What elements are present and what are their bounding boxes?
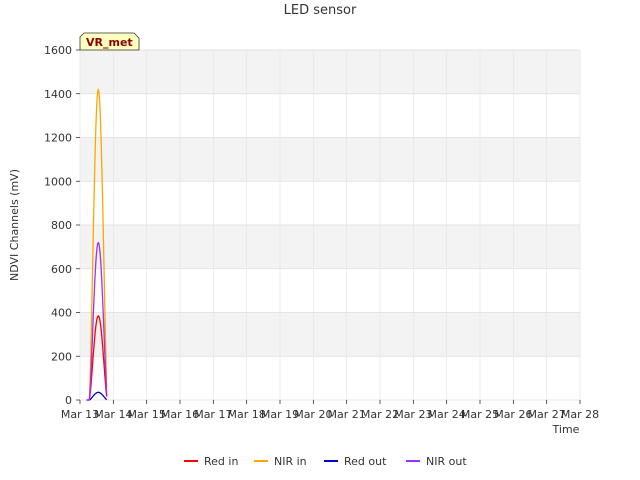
grid-lines [79, 49, 581, 401]
grid-band [80, 93, 580, 138]
grid-band [80, 137, 580, 182]
legend: Red in NIR in Red out NIR out [184, 455, 467, 468]
x-tick-label: Mar 28 [561, 408, 599, 421]
site-badge: VR_met [79, 32, 140, 51]
y-tick-label: 0 [65, 394, 72, 407]
badge-label: VR_met [86, 36, 133, 49]
series-line-red-in [86, 315, 108, 401]
y-tick-label: 1000 [44, 175, 72, 188]
x-tick-label: Mar 16 [161, 408, 199, 421]
y-tick-label: 600 [51, 263, 72, 276]
series-line-red-out [86, 391, 108, 401]
grid-band [80, 312, 580, 357]
x-tick-label: Mar 13 [61, 408, 99, 421]
x-tick-label: Mar 21 [328, 408, 366, 421]
y-tick-label: 800 [51, 219, 72, 232]
y-tick-label: 1200 [44, 132, 72, 145]
x-axis-title: Time [552, 423, 580, 436]
y-tick-label: 400 [51, 307, 72, 320]
x-tick-label: Mar 18 [228, 408, 266, 421]
y-tick-label: 200 [51, 350, 72, 363]
y-axis-title: NDVI Channels (mV) [8, 169, 21, 281]
x-tick-label: Mar 20 [294, 408, 332, 421]
series-layer [86, 88, 108, 401]
x-tick-label: Mar 14 [94, 408, 132, 421]
x-tick-label: Mar 15 [128, 408, 166, 421]
series-line-nir-out [86, 241, 108, 401]
y-axis-ticks: 0 200 400 600 800 1000 1200 1400 1600 [44, 44, 80, 407]
grid-band [80, 181, 580, 225]
grid-band [80, 356, 580, 400]
grid-band [80, 225, 580, 269]
series-line-nir-in [86, 88, 108, 401]
grid-bands [80, 50, 580, 400]
x-tick-label: Mar 26 [494, 408, 532, 421]
legend-label-red-out: Red out [344, 455, 387, 468]
x-tick-label: Mar 17 [194, 408, 232, 421]
grid-band [80, 50, 580, 94]
chart-title: LED sensor [284, 3, 357, 18]
legend-label-nir-in: NIR in [274, 455, 307, 468]
grid-band [80, 268, 580, 313]
x-tick-label: Mar 19 [261, 408, 299, 421]
legend-label-nir-out: NIR out [426, 455, 467, 468]
x-tick-label: Mar 24 [428, 408, 466, 421]
x-tick-label: Mar 25 [461, 408, 499, 421]
legend-label-red-in: Red in [204, 455, 238, 468]
y-tick-label: 1400 [44, 88, 72, 101]
y-tick-label: 1600 [44, 44, 72, 57]
badge-shape [79, 32, 140, 51]
x-tick-label: Mar 23 [394, 408, 432, 421]
x-tick-label: Mar 27 [528, 408, 566, 421]
x-tick-label: Mar 22 [361, 408, 399, 421]
